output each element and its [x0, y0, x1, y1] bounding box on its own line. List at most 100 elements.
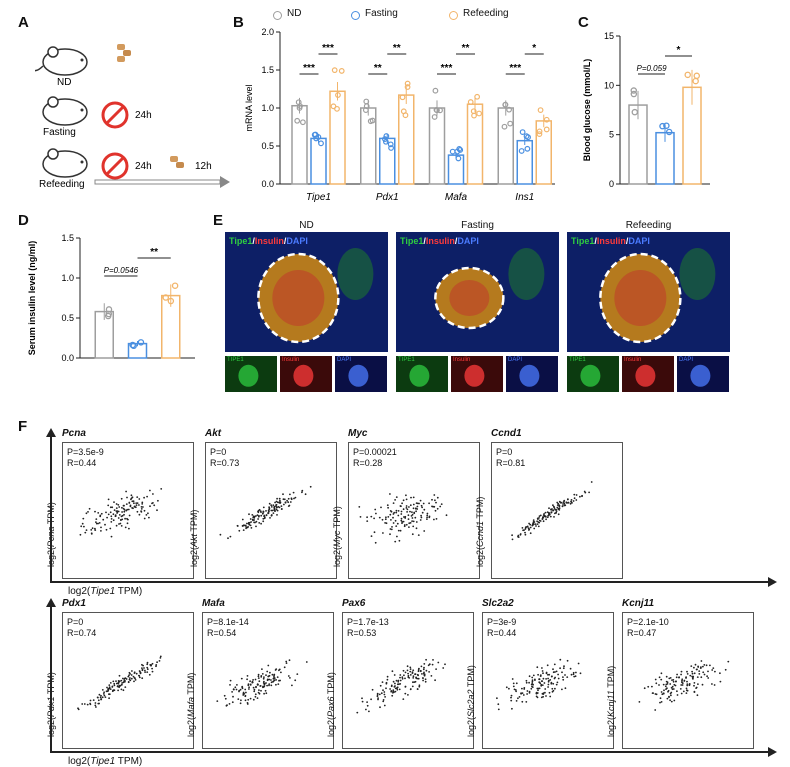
data-point — [524, 145, 531, 152]
scatter-dot — [412, 503, 415, 506]
scatter-dot — [538, 687, 541, 690]
p-value: P=3.5e-9 — [67, 447, 104, 457]
scatter-dot — [269, 517, 271, 519]
scatter-dot — [540, 684, 543, 687]
scatter-dot — [249, 680, 251, 683]
arrowhead — [768, 577, 777, 587]
scatter-dot — [259, 685, 262, 687]
scatter-points — [511, 481, 593, 541]
scatter-dot — [127, 675, 130, 678]
scatter-dot — [703, 664, 706, 666]
scatter-dot — [423, 663, 426, 665]
scatter-dot — [422, 677, 424, 679]
arrowhead — [46, 428, 56, 437]
y-tick-label: 0.5 — [61, 313, 74, 323]
scatter-dot — [262, 682, 265, 684]
scatter-dot — [672, 679, 675, 681]
scatter-dot — [404, 671, 407, 674]
scatter-dot — [95, 521, 97, 523]
scatter-dot — [548, 507, 550, 510]
scatter-dot — [152, 502, 154, 504]
scatter-dot — [279, 499, 281, 502]
scatter-dot — [283, 503, 285, 506]
scatter-dot — [538, 517, 540, 519]
scatter-plot-pdx1: P=0 R=0.74 — [62, 612, 194, 749]
scatter-dot — [118, 523, 120, 525]
scatter-dot — [405, 523, 408, 526]
scatter-dot — [396, 688, 399, 691]
scatter-dot — [433, 505, 436, 508]
scatter-dot — [110, 521, 113, 523]
scatter-dot — [146, 495, 148, 498]
gene-title: Myc — [348, 428, 368, 439]
scatter-dot — [238, 529, 241, 532]
y-tick-label: 0.5 — [261, 141, 274, 151]
data-point — [502, 101, 509, 108]
scatter-dot — [140, 508, 143, 510]
scatter-dot — [124, 686, 127, 688]
data-point — [474, 93, 481, 100]
scatter-dot — [229, 679, 232, 682]
scatter-dot — [535, 692, 538, 695]
scatter-dot — [675, 676, 678, 679]
scatter-dot — [142, 506, 144, 508]
arrowhead — [768, 747, 777, 757]
scatter-dot — [713, 684, 716, 686]
scatter-dot — [248, 688, 250, 690]
scatter-dot — [573, 493, 576, 496]
scatter-dot — [254, 693, 257, 696]
scatter-dot — [94, 529, 97, 531]
scatter-dot — [144, 669, 146, 672]
scatter-dot — [525, 681, 528, 684]
scatter-dot — [664, 685, 667, 688]
scatter-dot — [90, 529, 93, 531]
scatter-dot — [683, 680, 686, 682]
scatter-dot — [411, 520, 413, 522]
scatter-dot — [84, 531, 87, 534]
scatter-dot — [396, 535, 398, 538]
scatter-dot — [424, 680, 427, 683]
scatter-dot — [147, 512, 149, 515]
scatter-dot — [396, 683, 399, 686]
scatter-dot — [260, 522, 262, 525]
scatter-dot — [140, 506, 143, 508]
scatter-dot — [400, 513, 403, 515]
scatter-dot — [416, 688, 419, 690]
scatter-dot — [552, 682, 555, 685]
scatter-dot — [533, 527, 536, 530]
scatter-dot — [579, 672, 582, 675]
scatter-dot — [422, 679, 424, 682]
scatter-dot — [409, 510, 411, 513]
scatter-dot — [536, 523, 539, 525]
scatter-dot — [374, 541, 377, 544]
scatter-dot — [707, 677, 710, 679]
scatter-dot — [426, 514, 429, 517]
scatter-dot — [272, 512, 275, 514]
scatter-dot — [252, 686, 255, 689]
scatter-dot — [377, 697, 379, 699]
r-value: R=0.44 — [487, 628, 517, 638]
scatter-dot — [282, 498, 285, 501]
sig-label: *** — [509, 63, 521, 74]
scatter-points — [496, 658, 582, 711]
scatter-dot — [146, 661, 149, 664]
refeeding-fast-duration: 24h — [135, 161, 152, 172]
scatter-dot — [384, 522, 386, 524]
scatter-dot — [532, 674, 535, 677]
x-tick-label: Ins1 — [515, 192, 534, 203]
micrograph-title: Refeeding — [625, 220, 672, 231]
group-label-nd: ND — [57, 77, 71, 88]
scatter-dot — [420, 516, 423, 519]
stain-sep: / — [252, 236, 255, 246]
scatter-dot — [229, 684, 231, 686]
scatter-dot — [141, 668, 144, 671]
scatter-dot — [542, 520, 545, 523]
data-point — [693, 72, 701, 80]
scatter-dot — [659, 701, 661, 704]
scatter-dot — [113, 684, 116, 687]
scatter-dot — [706, 675, 708, 678]
scatter-dot — [386, 504, 389, 507]
scatter-dot — [404, 692, 407, 695]
scatter-dot — [373, 531, 376, 534]
scatter-dot — [422, 672, 425, 675]
